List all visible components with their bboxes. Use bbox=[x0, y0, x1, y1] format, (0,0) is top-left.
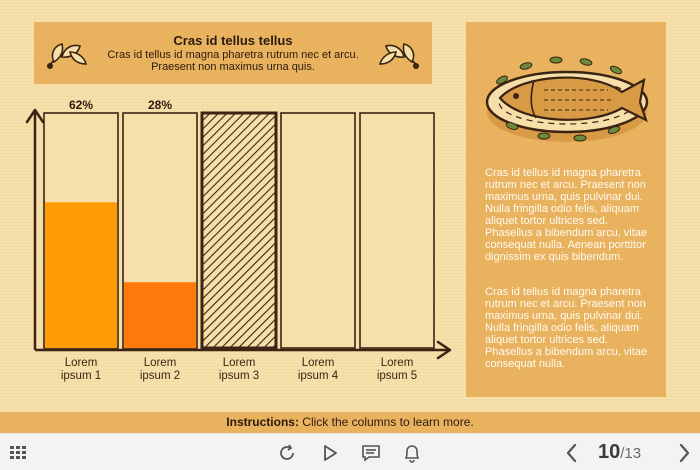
column-5[interactable] bbox=[359, 112, 435, 349]
prev-icon[interactable] bbox=[562, 443, 582, 463]
header-subtitle: Cras id tellus id magna pharetra rutrum … bbox=[107, 49, 359, 73]
leaf-ornament-icon bbox=[378, 43, 419, 69]
column-label-5: Lorem ipsum 5 bbox=[376, 357, 418, 382]
instructions-bar: Instructions: Click the columns to learn… bbox=[0, 412, 700, 433]
side-paragraph-1: Cras id tellus id magna pharetra rutrum … bbox=[485, 167, 648, 263]
comment-icon[interactable] bbox=[361, 443, 381, 463]
x-axis-arrow-icon bbox=[436, 340, 452, 360]
bar-2[interactable] bbox=[124, 282, 196, 348]
instructions-text: Click the columns to learn more. bbox=[298, 415, 474, 429]
column-label-1: Lorem ipsum 1 bbox=[60, 357, 102, 382]
play-icon[interactable] bbox=[320, 443, 340, 463]
bar-chart bbox=[25, 108, 452, 360]
total-pages: /13 bbox=[620, 445, 642, 462]
side-paragraph-2: Cras id tellus id magna pharetra rutrum … bbox=[485, 286, 648, 370]
column-label-4: Lorem ipsum 4 bbox=[297, 357, 339, 382]
column-4[interactable] bbox=[280, 112, 356, 349]
instructions-label: Instructions: bbox=[226, 415, 299, 429]
grid-menu-icon[interactable] bbox=[9, 443, 29, 463]
header-title: Cras id tellus tellus bbox=[173, 33, 293, 48]
next-icon[interactable] bbox=[674, 443, 694, 463]
header-box: Cras id tellus tellus Cras id tellus id … bbox=[34, 22, 432, 84]
bar-1[interactable] bbox=[45, 202, 117, 348]
value-label-1: 62% bbox=[68, 98, 94, 112]
current-page: 10 bbox=[598, 441, 621, 463]
side-panel: Cras id tellus id magna pharetra rutrum … bbox=[466, 22, 666, 397]
page-indicator: 10/13 bbox=[598, 441, 641, 464]
y-axis-arrow-icon bbox=[25, 108, 45, 124]
fish-platter-icon bbox=[485, 56, 649, 142]
column-label-2: Lorem ipsum 2 bbox=[139, 357, 181, 382]
leaf-ornament-icon bbox=[47, 43, 88, 69]
replay-icon[interactable] bbox=[277, 443, 297, 463]
value-label-2: 28% bbox=[147, 98, 173, 112]
column-label-3: Lorem ipsum 3 bbox=[218, 357, 260, 382]
player-toolbar: 10/13 bbox=[0, 433, 700, 470]
bell-icon[interactable] bbox=[402, 443, 422, 463]
column-3[interactable] bbox=[200, 111, 278, 350]
